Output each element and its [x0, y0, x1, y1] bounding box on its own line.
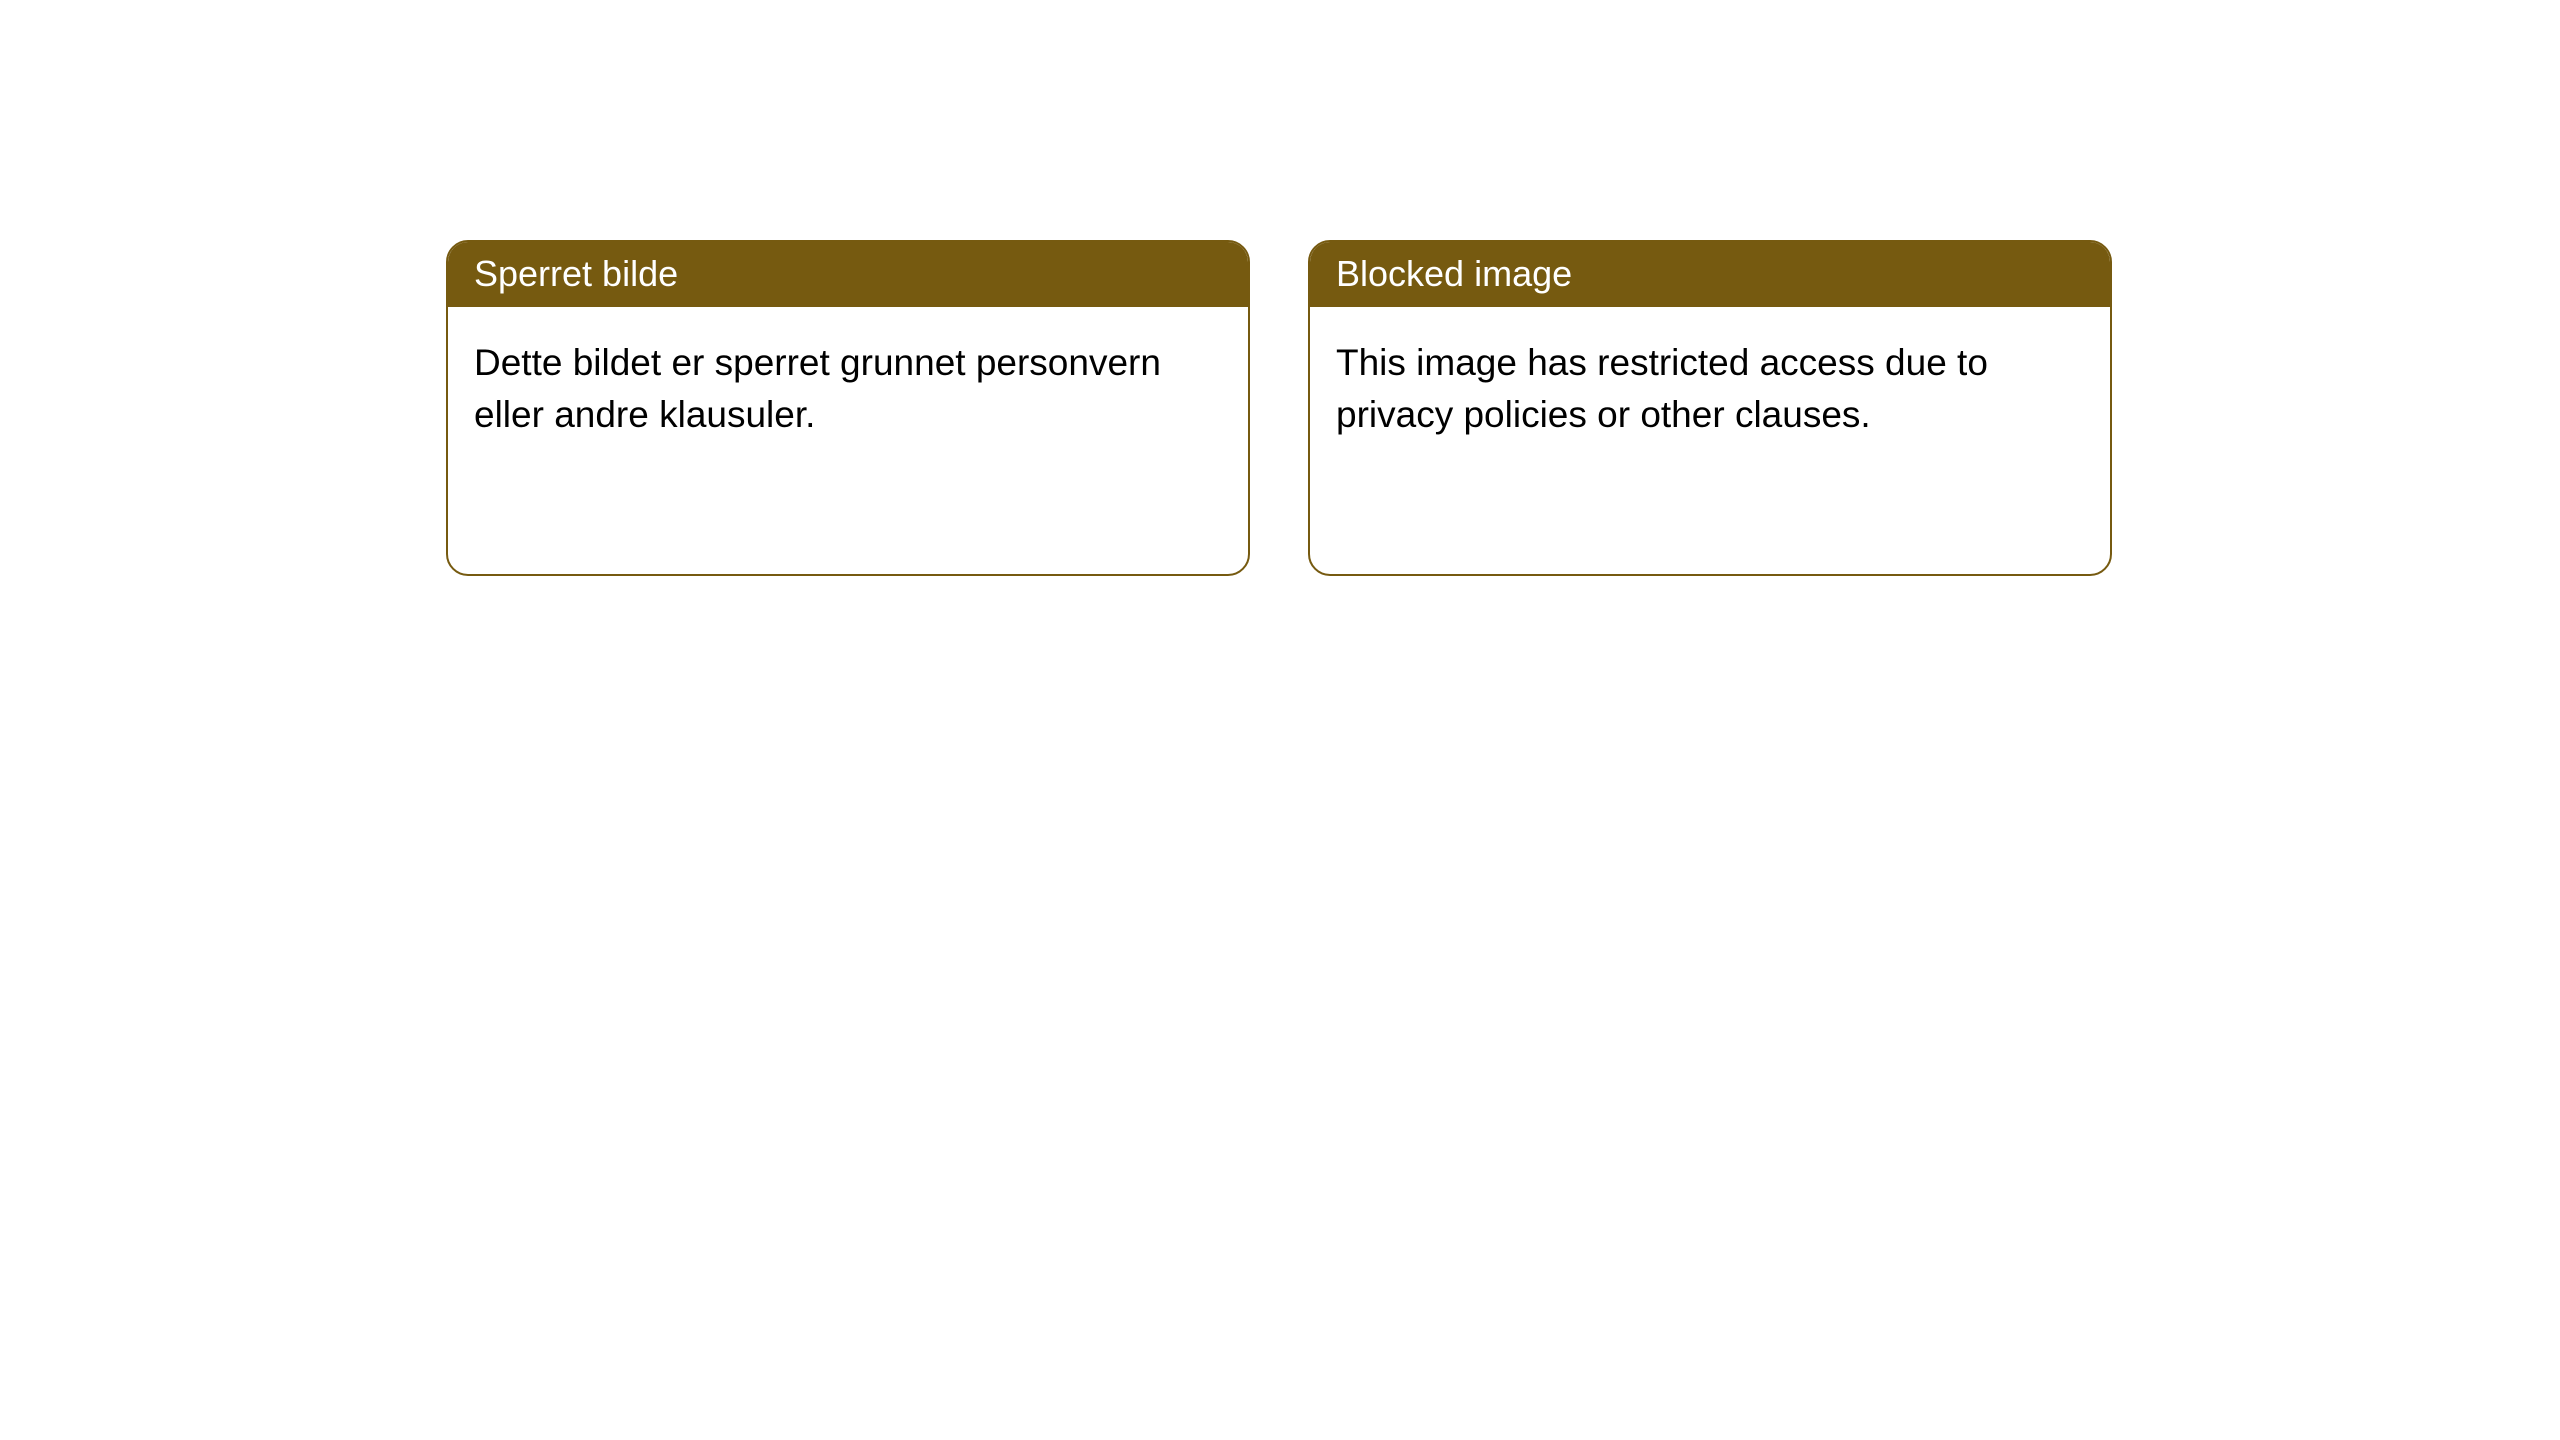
card-header: Sperret bilde	[448, 242, 1248, 307]
notice-card-norwegian: Sperret bilde Dette bildet er sperret gr…	[446, 240, 1250, 576]
card-body: This image has restricted access due to …	[1310, 307, 2110, 471]
card-header: Blocked image	[1310, 242, 2110, 307]
notice-card-english: Blocked image This image has restricted …	[1308, 240, 2112, 576]
notice-container: Sperret bilde Dette bildet er sperret gr…	[0, 0, 2560, 576]
card-body: Dette bildet er sperret grunnet personve…	[448, 307, 1248, 471]
